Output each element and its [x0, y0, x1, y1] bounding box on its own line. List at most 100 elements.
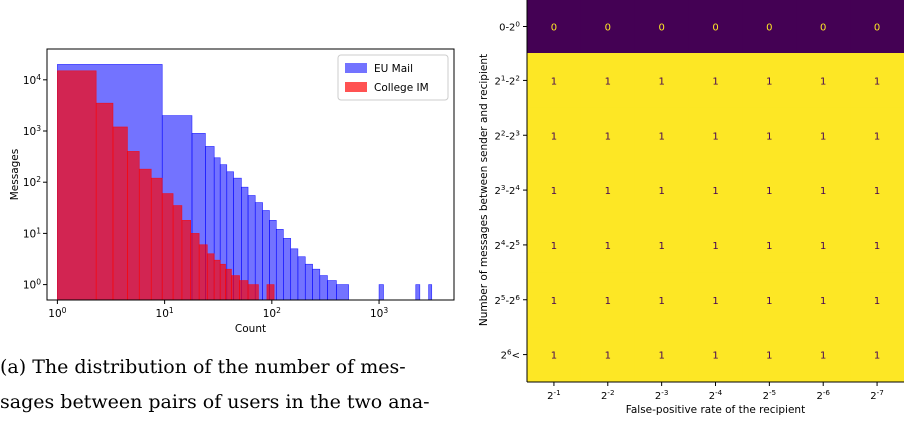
- heatmap-cell: [850, 53, 904, 109]
- legend-label: EU Mail: [374, 63, 413, 75]
- heatmap-cell: [742, 53, 797, 109]
- x-axis-label: False-positive rate of the recipient: [626, 404, 805, 416]
- cell-value-label: 1: [658, 351, 664, 362]
- cell-value-label: 1: [551, 76, 557, 87]
- plot-frame: [46, 48, 455, 301]
- cell-value-label: 1: [712, 241, 718, 252]
- cell-value-label: 1: [766, 76, 772, 87]
- cell-value-label: 1: [551, 296, 557, 307]
- heatmap-cell: [634, 107, 690, 164]
- x-tick-label: 2-3: [655, 388, 669, 403]
- cell-value-label: 0: [820, 23, 826, 34]
- cell-value-label: 1: [712, 76, 718, 87]
- cell-value-label: 1: [766, 241, 772, 252]
- y-tick-label: 21-22: [494, 73, 520, 88]
- cell-value-label: 1: [605, 76, 611, 87]
- heatmap-cell: [580, 53, 636, 109]
- heatmap-cell: [580, 327, 636, 383]
- y-tick-label: 101: [23, 226, 41, 240]
- cell-value-label: 0: [551, 23, 557, 34]
- heatmap-cell: [796, 53, 851, 109]
- heatmap-cell: [634, 272, 690, 328]
- cell-value-label: 1: [551, 241, 557, 252]
- heatmap-cell: [580, 0, 636, 54]
- heatmap-cell: [850, 107, 904, 164]
- heatmap-cell: [527, 53, 582, 109]
- cell-value-label: 1: [820, 351, 826, 362]
- cell-value-label: 1: [766, 131, 772, 142]
- cell-value-label: 1: [874, 351, 880, 362]
- heatmap-cell: [742, 217, 797, 273]
- heatmap-cell: [634, 53, 690, 109]
- cell-value-label: 1: [874, 76, 880, 87]
- y-tick-label: 23-24: [494, 183, 520, 198]
- heatmap-cell: [850, 217, 904, 273]
- heatmap-cell: [688, 162, 743, 218]
- heatmap-cell: [688, 327, 743, 383]
- y-tick-label: 26<: [501, 347, 520, 362]
- cell-value-label: 1: [605, 241, 611, 252]
- cell-value-label: 1: [820, 76, 826, 87]
- x-tick-label: 2-1: [547, 388, 561, 403]
- heatmap-cell: [527, 162, 582, 218]
- series-college-im: [57, 70, 275, 301]
- y-tick-label: 102: [23, 175, 41, 189]
- heatmap-cell: [796, 107, 851, 164]
- cell-value-label: 1: [658, 296, 664, 307]
- cell-value-label: 0: [712, 23, 718, 34]
- heatmap-cell: [850, 272, 904, 328]
- heatmap-cell: [527, 0, 582, 54]
- legend-swatch: [345, 63, 367, 73]
- heatmap-cell: [527, 272, 582, 328]
- heatmap-cell: [527, 327, 582, 383]
- cell-value-label: 1: [658, 241, 664, 252]
- heatmap-cell: [688, 272, 743, 328]
- histogram-chart: 100 101 102 103 100 101 102 103 104 Count Messages…: [9, 48, 455, 335]
- caption-line-1: (a) The distribution of the number of me…: [0, 356, 406, 378]
- heatmap-cell: [796, 162, 851, 218]
- y-tick-label: 22-23: [494, 128, 520, 143]
- cell-value-label: 0: [874, 23, 880, 34]
- cell-value-label: 1: [605, 296, 611, 307]
- x-tick-label: 2-4: [709, 388, 723, 403]
- heatmap-cell: [850, 327, 904, 383]
- cell-value-label: 1: [820, 241, 826, 252]
- heatmap-cell: [850, 0, 904, 54]
- cell-value-label: 0: [605, 23, 611, 34]
- heatmap-cell: [634, 0, 690, 54]
- cell-value-label: 1: [766, 186, 772, 197]
- cell-value-label: 0: [766, 23, 772, 34]
- heatmap-cell: [688, 217, 743, 273]
- y-tick-label: 103: [23, 124, 41, 138]
- heatmap-cell: [742, 0, 797, 54]
- heatmap-cell: [527, 107, 582, 164]
- heatmap-cell: [742, 272, 797, 328]
- y-tick-label: 24-25: [494, 237, 520, 252]
- heatmap-cell: [796, 0, 851, 54]
- cell-value-label: 1: [605, 131, 611, 142]
- heatmap-cell: [742, 107, 797, 164]
- cell-value-label: 1: [766, 296, 772, 307]
- cell-value-label: 1: [712, 351, 718, 362]
- x-tick-label: 102: [263, 306, 281, 320]
- legend-label: College IM: [374, 82, 429, 94]
- cell-value-label: 1: [874, 131, 880, 142]
- cell-value-label: 1: [658, 76, 664, 87]
- heatmap-cell: [688, 0, 743, 54]
- heatmap-cell: [580, 217, 636, 273]
- y-axis-label: Messages: [9, 149, 21, 201]
- legend-swatch: [345, 82, 367, 92]
- cell-value-label: 1: [874, 296, 880, 307]
- heatmap-cells: 0 0 0 0 0 0 0 1 1 1 1 1 1 1 1 1 1 1 1 1 1 1 1 1 1 1 1 1 1 1 1 1 1 1 1 1 1 1 1 1…: [527, 0, 904, 383]
- cell-value-label: 1: [712, 131, 718, 142]
- x-tick-label: 2-7: [870, 388, 884, 403]
- cell-value-label: 1: [874, 241, 880, 252]
- caption-line-2: sages between pairs of users in the two …: [0, 391, 430, 413]
- y-tick-label: 104: [23, 73, 41, 87]
- heatmap-cell: [580, 107, 636, 164]
- cell-value-label: 1: [551, 186, 557, 197]
- figure-caption: (a) The distribution of the number of me…: [0, 350, 470, 420]
- y-axis-label: Number of messages between sender and re…: [478, 54, 490, 326]
- x-tick-label: 2-5: [763, 388, 777, 403]
